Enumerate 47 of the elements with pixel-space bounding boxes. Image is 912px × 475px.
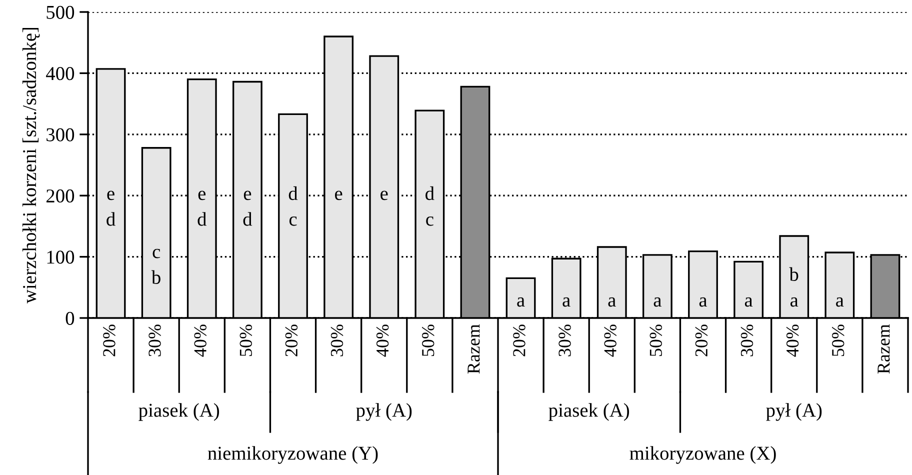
text: mikoryzowane (X) — [630, 446, 776, 464]
y-axis-title: wierzchołki korzeni [szt./sadzonkę] — [22, 28, 40, 304]
data-label: d c — [288, 186, 298, 226]
x-tick-label: 30% — [740, 324, 754, 356]
text: piasek (A) — [548, 403, 630, 421]
x-tick-label: 50% — [650, 324, 662, 356]
y-tick-label: 400 — [46, 67, 74, 80]
text: pył (A) — [356, 403, 412, 421]
x-tick-label: 40% — [604, 324, 616, 357]
data-label: e d — [243, 190, 252, 226]
x-tick-label: 40% — [376, 324, 389, 357]
x-tick-label: 30% — [330, 324, 344, 356]
x-tick-label: 20% — [103, 324, 116, 356]
y-tick-label: 0 — [66, 312, 74, 325]
x-tick-label: 40% — [786, 324, 799, 357]
data-label: e — [380, 190, 388, 200]
x-tick-label: Razem — [878, 324, 890, 374]
data-label: d c — [426, 186, 434, 226]
data-label: a — [836, 297, 844, 307]
data-label: e d — [198, 190, 207, 226]
text: piasek (A) — [138, 403, 220, 421]
data-label: a — [744, 297, 753, 307]
y-tick-label: 500 — [46, 6, 74, 19]
x-tick-label: 40% — [194, 324, 206, 357]
x-tick-label: Razem — [468, 324, 480, 374]
x-tick-label: 20% — [513, 324, 526, 356]
data-label: a — [654, 297, 662, 307]
data-label: a — [562, 297, 570, 307]
data-label: a — [608, 297, 616, 307]
data-label: a — [517, 297, 525, 307]
x-tick-label: 50% — [832, 324, 844, 356]
y-tick-label: 200 — [46, 189, 74, 203]
x-tick-label: 20% — [285, 324, 298, 356]
data-label: a — [699, 297, 708, 307]
y-tick-label: 300 — [46, 128, 74, 142]
y-tick-label: 100 — [47, 250, 74, 264]
data-label: b a — [789, 267, 798, 307]
text: niemikoryzowane (Y) — [208, 446, 378, 464]
data-label: e d — [106, 190, 116, 226]
x-tick-label: 30% — [558, 324, 571, 356]
data-label: c b — [151, 248, 160, 284]
text: pył (A) — [766, 403, 822, 421]
x-tick-label: 50% — [422, 324, 434, 356]
x-tick-label: 20% — [695, 324, 708, 356]
x-tick-label: 50% — [240, 324, 252, 356]
x-tick-label: 30% — [148, 324, 161, 356]
data-label: e — [335, 190, 342, 200]
